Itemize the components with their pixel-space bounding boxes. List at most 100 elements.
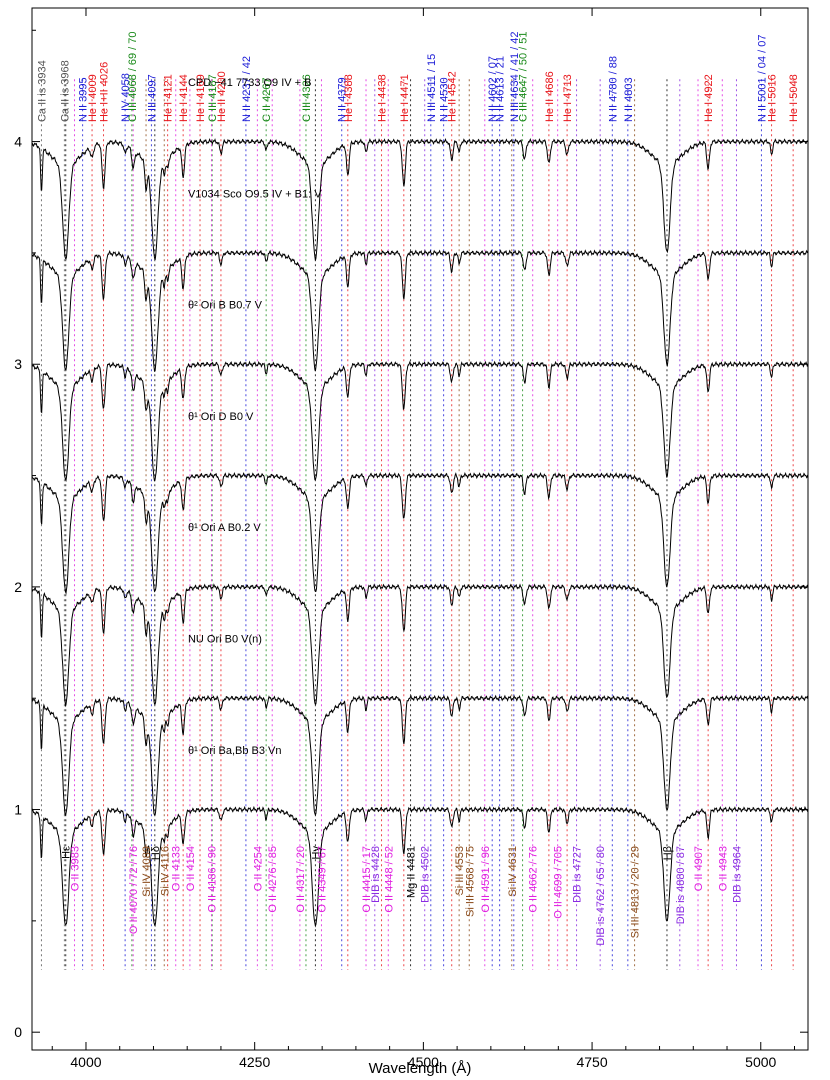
bottom-line-label: Hδ bbox=[150, 846, 162, 860]
top-line-label: N II 4803 bbox=[623, 77, 635, 122]
top-line-label: N II 4379 bbox=[337, 77, 349, 122]
top-line-label: N II 4780 / 88 bbox=[607, 56, 619, 122]
bottom-line-label: Si IV 4089 bbox=[141, 846, 153, 897]
bottom-line-label: Si III 4553 bbox=[454, 846, 466, 896]
bottom-line-label: O II 4662 / 76 bbox=[528, 846, 540, 913]
top-line-label: N III 4511 / 15 bbox=[426, 54, 438, 122]
bottom-line-label: O II 4448 / 52 bbox=[383, 846, 395, 913]
top-line-label: He I 4009 bbox=[87, 74, 99, 122]
top-line-label: Ca II is 3934 bbox=[36, 60, 48, 122]
spectra-layer bbox=[31, 137, 809, 928]
bottom-line-label: DIB is 4964 bbox=[731, 846, 743, 903]
star-label: θ¹ Ori A B0.2 V bbox=[188, 522, 261, 534]
bottom-line-label: Si III 4568 / 75 bbox=[464, 846, 476, 917]
top-line-label: He I 4438 bbox=[377, 74, 389, 122]
top-line-label: He I 4388 bbox=[343, 74, 355, 122]
bottom-line-label: O II 3983 bbox=[70, 846, 82, 891]
bottom-line-label: O II 4154 bbox=[185, 846, 197, 891]
bottom-line-label: Si IV 4116 bbox=[159, 846, 171, 896]
star-label: NU Ori B0 V(n) bbox=[188, 634, 262, 646]
bottom-line-label: O II 4907 bbox=[693, 846, 705, 891]
bottom-line-label: DIB is 4762 / 65 / 80 bbox=[595, 846, 607, 946]
star-label: θ¹ Ori Ba,Bb B3 Vn bbox=[188, 745, 282, 757]
bottom-line-label: O II 4415 / 17 bbox=[361, 846, 373, 913]
bottom-line-label: DIB is 4428 bbox=[370, 846, 382, 903]
top-line-label: He I 4169 bbox=[195, 74, 207, 122]
top-line-label: He I 4713 bbox=[562, 74, 574, 122]
star-labels: CPD −41 7733 O9 IV + B V1034 Sco O9.5 IV … bbox=[188, 77, 322, 757]
top-line-label: He II 4542 bbox=[447, 71, 459, 122]
top-line-label: He I+II 4026 bbox=[99, 62, 111, 122]
x-axis-label: Wavelength (Å) bbox=[369, 1060, 472, 1077]
y-tick-label: 1 bbox=[14, 802, 22, 818]
y-tick-label: 3 bbox=[14, 356, 22, 372]
top-line-label: N III 4097 bbox=[146, 74, 158, 122]
spectrum-line bbox=[31, 360, 809, 482]
top-line-label: N II 4602 / 07 bbox=[487, 56, 499, 122]
top-line-label: C III 4068 / 69 / 70 bbox=[127, 31, 139, 122]
top-line-label: He II 4686 bbox=[544, 71, 556, 122]
spectrum-line bbox=[31, 805, 809, 928]
top-line-label: Ca II is 3968 bbox=[59, 60, 71, 122]
bottom-line-label: O II 4276 / 85 bbox=[267, 846, 279, 913]
spectrum-line bbox=[31, 249, 809, 372]
top-line-label: He I 4121 bbox=[163, 74, 175, 122]
top-line-label: N II 4237 / 42 bbox=[241, 56, 253, 122]
star-label: θ¹ Ori D B0 V bbox=[188, 411, 254, 423]
top-line-label: C III 4326 bbox=[301, 74, 313, 122]
star-label: CPD −41 7733 O9 IV + B bbox=[188, 77, 312, 89]
bottom-line-labels: HεO II 3983 O II 4070 / 72 / 76 Si IV 4089… bbox=[61, 846, 744, 946]
y-tick-label: 2 bbox=[14, 579, 22, 595]
top-line-label: C III 4187 bbox=[207, 74, 219, 122]
spectrum-line bbox=[31, 694, 809, 817]
bottom-line-label: Hε bbox=[61, 846, 73, 859]
bottom-line-label: Mg II 4481 bbox=[406, 846, 418, 898]
bottom-line-label: Hβ bbox=[662, 846, 674, 860]
top-line-label: N III 4634 / 41 / 42 bbox=[509, 31, 521, 122]
bottom-line-label: DIB is 4502 bbox=[420, 846, 432, 903]
star-label: V1034 Sco O9.5 IV + B1: V bbox=[188, 188, 322, 200]
axes: 4000 4250 4500 4750 5000 0 1 2 3 4 bbox=[14, 8, 808, 1070]
bottom-line-label: O II 4317 / 20 bbox=[295, 846, 307, 913]
bottom-line-label: O II 4943 bbox=[717, 846, 729, 891]
bottom-line-label: Si III 4813 / 20 / 29 bbox=[630, 846, 642, 938]
star-label: θ² Ori B B0.7 V bbox=[188, 300, 263, 312]
bottom-line-label: DIB is 4727 bbox=[572, 846, 584, 903]
bottom-line-label: Hγ bbox=[310, 846, 322, 860]
top-line-label: N IV 4058 bbox=[120, 73, 132, 122]
top-line-label: N II 5001 / 04 / 07 bbox=[756, 35, 768, 122]
plot-frame bbox=[31, 7, 809, 1051]
top-line-label: He I 4922 bbox=[703, 74, 715, 122]
top-line-label: N II 3995 bbox=[78, 77, 90, 122]
top-line-label: He I 4144 bbox=[178, 74, 190, 122]
top-line-label: N II 4613 / 21 bbox=[495, 56, 507, 122]
x-tick-label: 4750 bbox=[576, 1054, 607, 1070]
bottom-line-label: O II 4254 bbox=[252, 846, 264, 891]
x-tick-label: 4250 bbox=[239, 1054, 270, 1070]
bottom-line-label: O II 4070 / 72 / 76 bbox=[128, 846, 140, 934]
spectrum-line bbox=[31, 471, 809, 595]
bottom-line-label: Si IV 4631 bbox=[507, 846, 519, 897]
line-marker-layer bbox=[40, 79, 794, 970]
top-line-label: C III 4647 / 50 / 51 bbox=[518, 31, 530, 122]
top-line-label: He II 4200 bbox=[216, 71, 228, 122]
bottom-line-label: O II 4186 / 90 bbox=[206, 846, 218, 913]
bottom-line-label: O II 4133 bbox=[171, 846, 183, 891]
spectrum-line bbox=[31, 583, 809, 708]
y-tick-label: 4 bbox=[14, 134, 22, 150]
top-line-label: N II 4530 bbox=[439, 77, 451, 122]
top-line-label: He I 4471 bbox=[399, 74, 411, 122]
bottom-line-label: O II 4591 / 96 bbox=[480, 846, 492, 913]
top-line-label: C II 4267 bbox=[261, 77, 273, 122]
bottom-line-label: O II 4349 / 67 bbox=[316, 846, 328, 913]
top-line-label: He I 5048 bbox=[788, 74, 800, 122]
top-line-label: He I 5016 bbox=[767, 74, 779, 122]
y-tick-label: 0 bbox=[14, 1024, 22, 1040]
x-tick-label: 4000 bbox=[70, 1054, 101, 1070]
bottom-line-label: O II 4699 / 705 bbox=[553, 846, 565, 919]
x-tick-label: 4500 bbox=[408, 1054, 439, 1070]
bottom-line-label: DIB is 4880 / 87 bbox=[675, 846, 687, 924]
spectrum-line bbox=[31, 137, 808, 261]
